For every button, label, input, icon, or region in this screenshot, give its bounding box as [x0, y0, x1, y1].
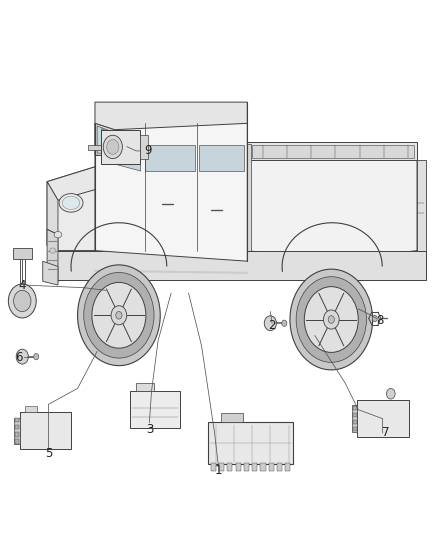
Text: 9: 9 [144, 144, 152, 157]
Polygon shape [252, 144, 414, 158]
Bar [15, 425, 19, 430]
Bar [15, 418, 19, 422]
Bar [15, 432, 19, 437]
Polygon shape [244, 463, 249, 471]
Polygon shape [14, 418, 20, 444]
Polygon shape [199, 144, 244, 171]
Polygon shape [247, 160, 417, 261]
Polygon shape [285, 463, 290, 471]
Polygon shape [211, 463, 216, 471]
Circle shape [328, 316, 335, 324]
Polygon shape [101, 130, 140, 164]
Text: 4: 4 [18, 279, 25, 292]
Circle shape [386, 389, 395, 399]
Polygon shape [219, 463, 224, 471]
Text: 8: 8 [376, 314, 384, 327]
Polygon shape [20, 413, 71, 449]
Ellipse shape [54, 231, 62, 238]
Polygon shape [47, 229, 58, 282]
Circle shape [34, 353, 39, 360]
Ellipse shape [49, 248, 56, 253]
Circle shape [116, 311, 122, 319]
Polygon shape [352, 406, 357, 432]
Text: 2: 2 [268, 319, 276, 333]
Circle shape [372, 316, 378, 321]
Bar [353, 427, 357, 431]
Polygon shape [47, 251, 426, 280]
Circle shape [323, 310, 339, 329]
Polygon shape [95, 123, 247, 261]
Polygon shape [417, 160, 426, 251]
Circle shape [290, 269, 373, 370]
Polygon shape [47, 167, 95, 251]
Text: 1: 1 [214, 464, 222, 477]
Circle shape [14, 290, 31, 312]
Circle shape [84, 272, 154, 358]
Ellipse shape [59, 193, 83, 212]
Circle shape [78, 265, 160, 366]
Polygon shape [252, 463, 257, 471]
Polygon shape [88, 144, 102, 150]
Polygon shape [268, 463, 274, 471]
Polygon shape [95, 102, 247, 130]
Polygon shape [140, 135, 148, 159]
Polygon shape [221, 413, 243, 422]
Polygon shape [47, 167, 95, 200]
Polygon shape [136, 383, 154, 391]
Polygon shape [208, 422, 293, 464]
Polygon shape [260, 463, 265, 471]
Polygon shape [247, 142, 417, 160]
Polygon shape [13, 248, 32, 259]
Text: 3: 3 [146, 423, 153, 437]
Circle shape [107, 140, 119, 155]
Text: 6: 6 [15, 351, 22, 364]
Circle shape [103, 135, 122, 159]
Polygon shape [97, 126, 138, 154]
Polygon shape [130, 391, 180, 428]
Circle shape [264, 316, 276, 330]
Text: 7: 7 [381, 426, 389, 440]
Polygon shape [102, 128, 141, 171]
Polygon shape [357, 400, 409, 437]
Circle shape [92, 282, 146, 348]
Bar [353, 406, 357, 410]
Polygon shape [277, 463, 282, 471]
Polygon shape [25, 406, 37, 413]
Polygon shape [47, 182, 58, 235]
Ellipse shape [62, 196, 80, 209]
Polygon shape [95, 123, 141, 156]
Bar [353, 420, 357, 424]
Polygon shape [236, 463, 241, 471]
Circle shape [8, 284, 36, 318]
Polygon shape [145, 144, 195, 171]
Circle shape [304, 287, 358, 352]
Polygon shape [247, 144, 252, 261]
Polygon shape [47, 229, 58, 251]
Circle shape [111, 306, 127, 325]
Polygon shape [43, 261, 58, 285]
Bar [15, 439, 19, 443]
Bar [353, 413, 357, 417]
Circle shape [16, 349, 28, 364]
Text: 5: 5 [45, 447, 52, 459]
Circle shape [296, 277, 367, 362]
Circle shape [282, 320, 287, 326]
Polygon shape [227, 463, 233, 471]
